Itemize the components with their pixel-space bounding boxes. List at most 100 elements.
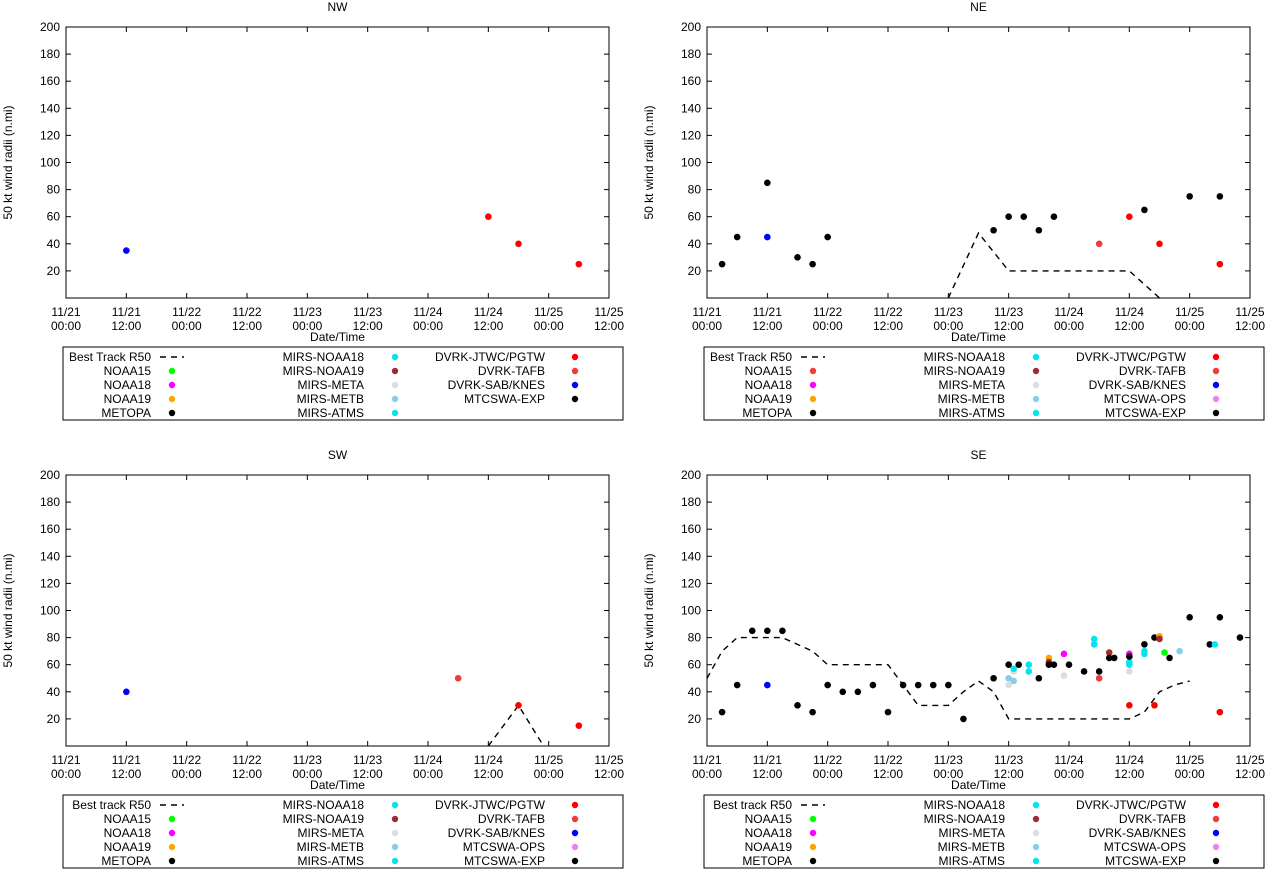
legend-label: NOAA18 bbox=[745, 826, 793, 840]
legend-label: MIRS-METB bbox=[297, 392, 364, 406]
x-tick-time: 00:00 bbox=[172, 767, 202, 781]
legend-marker bbox=[1212, 801, 1220, 809]
data-point bbox=[515, 240, 522, 248]
legend-label: MIRS-META bbox=[298, 826, 364, 840]
legend-label: DVRK-SAB/KNES bbox=[448, 378, 545, 392]
y-tick-label: 180 bbox=[681, 495, 701, 509]
data-point bbox=[1060, 672, 1068, 679]
data-point bbox=[1020, 213, 1028, 220]
x-tick-date: 11/21 bbox=[112, 305, 141, 319]
plot-frame bbox=[65, 26, 610, 299]
y-tick-label: 60 bbox=[688, 210, 702, 224]
legend-marker bbox=[571, 857, 579, 865]
legend-marker bbox=[571, 815, 579, 823]
y-tick-label: 60 bbox=[688, 658, 702, 672]
legend-label: Best Track R50 bbox=[69, 350, 151, 364]
data-point bbox=[123, 247, 130, 254]
x-tick-time: 12:00 bbox=[594, 767, 624, 781]
legend-marker bbox=[571, 829, 579, 837]
x-tick-date: 11/25 bbox=[534, 305, 563, 319]
data-point bbox=[764, 179, 771, 187]
legend-label: MTCSWA-EXP bbox=[464, 392, 545, 406]
x-tick-time: 00:00 bbox=[534, 319, 564, 333]
data-point bbox=[1216, 260, 1224, 268]
data-point bbox=[884, 708, 892, 716]
x-tick-time: 12:00 bbox=[232, 319, 262, 333]
legend-label: MTCSWA-OPS bbox=[1104, 392, 1186, 406]
y-tick-label: 140 bbox=[40, 549, 60, 563]
legend-marker bbox=[1212, 829, 1220, 837]
y-tick-label: 40 bbox=[47, 685, 61, 699]
x-tick-date: 11/23 bbox=[293, 305, 322, 319]
x-tick-time: 12:00 bbox=[594, 319, 624, 333]
legend-label: NOAA15 bbox=[745, 812, 793, 826]
legend-label: DVRK-SAB/KNES bbox=[1089, 378, 1186, 392]
y-tick-label: 100 bbox=[681, 156, 701, 170]
x-tick-time: 12:00 bbox=[873, 767, 903, 781]
data-point bbox=[748, 627, 756, 635]
legend-box bbox=[703, 794, 1265, 869]
legend-label: NOAA19 bbox=[745, 840, 793, 854]
data-point bbox=[794, 254, 801, 261]
data-point bbox=[1216, 193, 1224, 200]
x-tick-time: 00:00 bbox=[51, 319, 81, 333]
legend-marker bbox=[809, 843, 817, 851]
data-point bbox=[1216, 613, 1224, 621]
legend-label: MIRS-NOAA19 bbox=[924, 364, 1006, 378]
x-tick-time: 00:00 bbox=[813, 319, 843, 333]
x-tick-time: 12:00 bbox=[873, 319, 903, 333]
legend-label: MIRS-ATMS bbox=[939, 854, 1005, 868]
data-point bbox=[809, 708, 816, 716]
legend-marker bbox=[571, 367, 579, 375]
data-point bbox=[1126, 658, 1133, 666]
legend-label: DVRK-TAFB bbox=[1119, 812, 1186, 826]
legend-label: NOAA19 bbox=[745, 392, 793, 406]
y-tick-label: 140 bbox=[681, 549, 701, 563]
y-tick-label: 20 bbox=[47, 264, 61, 278]
data-point bbox=[990, 226, 997, 234]
legend-label: NOAA18 bbox=[104, 378, 152, 392]
data-point bbox=[1126, 702, 1133, 709]
y-tick-label: 160 bbox=[40, 74, 60, 88]
x-tick-time: 12:00 bbox=[473, 767, 503, 781]
legend-marker bbox=[809, 857, 817, 865]
x-tick-date: 11/24 bbox=[1115, 305, 1144, 319]
data-point bbox=[1005, 681, 1012, 689]
legend-label: MIRS-METB bbox=[938, 840, 1005, 854]
data-point bbox=[1105, 649, 1113, 656]
data-point bbox=[1050, 661, 1058, 668]
data-point bbox=[1141, 650, 1148, 658]
panel-nw: NW 50 kt wind radii (n.mi) 20 40 60 80 100 120 1… bbox=[1, 0, 624, 421]
data-point bbox=[1126, 653, 1133, 660]
x-tick-date: 11/22 bbox=[232, 305, 261, 319]
y-tick-label: 120 bbox=[40, 128, 60, 142]
data-point bbox=[960, 715, 967, 723]
data-point bbox=[1126, 213, 1133, 220]
x-tick-date: 11/23 bbox=[994, 305, 1023, 319]
legend-label: Best Track R50 bbox=[710, 350, 792, 364]
data-point bbox=[1156, 635, 1163, 643]
x-tick-date: 11/23 bbox=[353, 305, 382, 319]
x-tick-time: 00:00 bbox=[1175, 767, 1205, 781]
legend-label: NOAA18 bbox=[104, 826, 152, 840]
legend-marker bbox=[168, 381, 176, 389]
panel-sw: SW 50 kt wind radii (n.mi) 20 40 60 80 100 120 1… bbox=[1, 448, 624, 869]
data-point bbox=[794, 702, 801, 709]
legend-marker bbox=[809, 829, 817, 837]
legend-label: MTCSWA-OPS bbox=[1104, 840, 1186, 854]
y-tick-label: 160 bbox=[681, 522, 701, 536]
legend-marker bbox=[168, 367, 176, 375]
y-tick-label: 160 bbox=[681, 74, 701, 88]
data-point bbox=[809, 260, 816, 268]
legend-marker bbox=[571, 843, 579, 851]
data-point bbox=[764, 627, 771, 635]
data-point bbox=[1176, 647, 1183, 655]
x-tick-date: 11/22 bbox=[873, 753, 902, 767]
legend-marker bbox=[1032, 815, 1040, 823]
x-tick-date: 11/21 bbox=[51, 305, 80, 319]
legend-label: Best track R50 bbox=[713, 798, 792, 812]
